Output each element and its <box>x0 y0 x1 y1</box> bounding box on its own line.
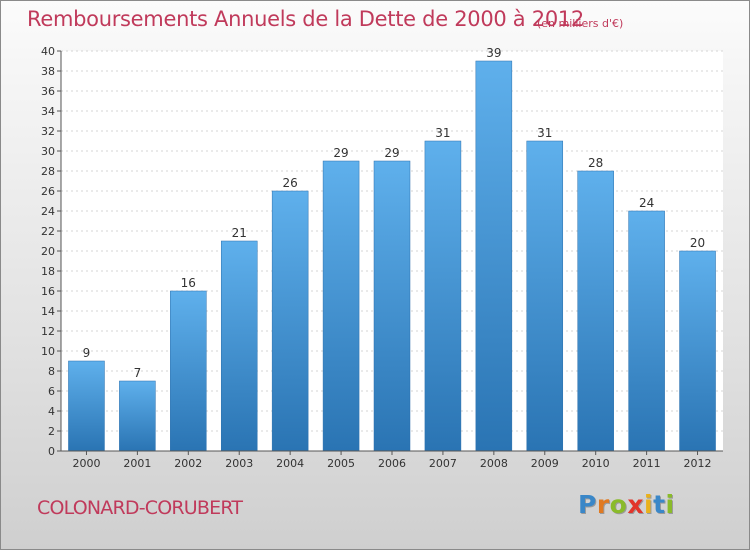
bar <box>628 210 665 452</box>
y-tick-label: 2 <box>48 425 55 438</box>
y-tick-label: 40 <box>41 45 55 58</box>
chart-title: Remboursements Annuels de la Dette de 20… <box>27 7 584 31</box>
data-label: 20 <box>690 236 705 250</box>
y-tick-label: 36 <box>41 85 55 98</box>
y-tick-label: 26 <box>41 185 55 198</box>
x-tick-label: 2008 <box>480 457 508 470</box>
y-tick-label: 8 <box>48 365 55 378</box>
bar <box>220 240 258 452</box>
y-tick-label: 30 <box>41 145 55 158</box>
y-tick-label: 32 <box>41 125 55 138</box>
y-tick-label: 10 <box>41 345 55 358</box>
data-label: 29 <box>333 146 348 160</box>
commune-name: COLONARD-CORUBERT <box>37 497 243 519</box>
bar <box>475 60 513 452</box>
bar <box>271 190 309 452</box>
x-tick-label: 2000 <box>72 457 100 470</box>
x-tick-label: 2004 <box>276 457 304 470</box>
data-label: 29 <box>384 146 399 160</box>
y-tick-label: 16 <box>41 285 55 298</box>
bar <box>526 140 564 452</box>
y-tick-label: 34 <box>41 105 55 118</box>
bar <box>424 140 462 452</box>
y-tick-label: 24 <box>41 205 55 218</box>
logo-letter: r <box>596 490 610 519</box>
axes: 0246810121416182022242628303234363840200… <box>41 45 723 470</box>
y-tick-label: 28 <box>41 165 55 178</box>
logo-letter: i <box>665 490 675 519</box>
bar <box>170 290 207 452</box>
x-tick-label: 2005 <box>327 457 355 470</box>
data-label: 26 <box>283 176 298 190</box>
bar <box>679 250 716 452</box>
bar <box>119 380 156 452</box>
x-tick-label: 2010 <box>582 457 610 470</box>
x-tick-label: 2006 <box>378 457 406 470</box>
proxiti-logo: Proxiti <box>578 490 675 519</box>
y-tick-label: 6 <box>48 385 55 398</box>
y-tick-label: 18 <box>41 265 55 278</box>
y-tick-label: 14 <box>41 305 55 318</box>
x-tick-label: 2011 <box>633 457 661 470</box>
bar <box>577 170 614 452</box>
chart-unit-label: (en milliers d'€) <box>537 17 624 30</box>
bar <box>68 360 105 452</box>
data-label: 24 <box>639 196 654 210</box>
y-tick-label: 12 <box>41 325 55 338</box>
logo-letter: o <box>609 490 628 519</box>
y-tick-label: 22 <box>41 225 55 238</box>
bars: 9 7 16 21 26 29 29 31 39 31 28 24 20 <box>68 46 716 452</box>
data-label: 31 <box>435 126 450 140</box>
x-tick-label: 2001 <box>123 457 151 470</box>
x-tick-label: 2003 <box>225 457 253 470</box>
data-label: 39 <box>486 46 501 60</box>
logo-letter: i <box>644 490 654 519</box>
data-label: 9 <box>83 346 91 360</box>
data-label: 16 <box>181 276 196 290</box>
data-label: 28 <box>588 156 603 170</box>
y-tick-label: 4 <box>48 405 55 418</box>
data-label: 7 <box>134 366 142 380</box>
bar <box>373 160 411 452</box>
y-tick-label: 0 <box>48 445 55 458</box>
x-tick-label: 2012 <box>684 457 712 470</box>
data-label: 21 <box>232 226 247 240</box>
bar <box>322 160 360 452</box>
logo-letter: P <box>578 490 597 519</box>
x-tick-label: 2002 <box>174 457 202 470</box>
data-label: 31 <box>537 126 552 140</box>
y-tick-label: 38 <box>41 65 55 78</box>
x-tick-label: 2007 <box>429 457 457 470</box>
y-tick-label: 20 <box>41 245 55 258</box>
logo-letter: t <box>653 490 666 519</box>
x-tick-label: 2009 <box>531 457 559 470</box>
logo-letter: x <box>627 490 644 519</box>
